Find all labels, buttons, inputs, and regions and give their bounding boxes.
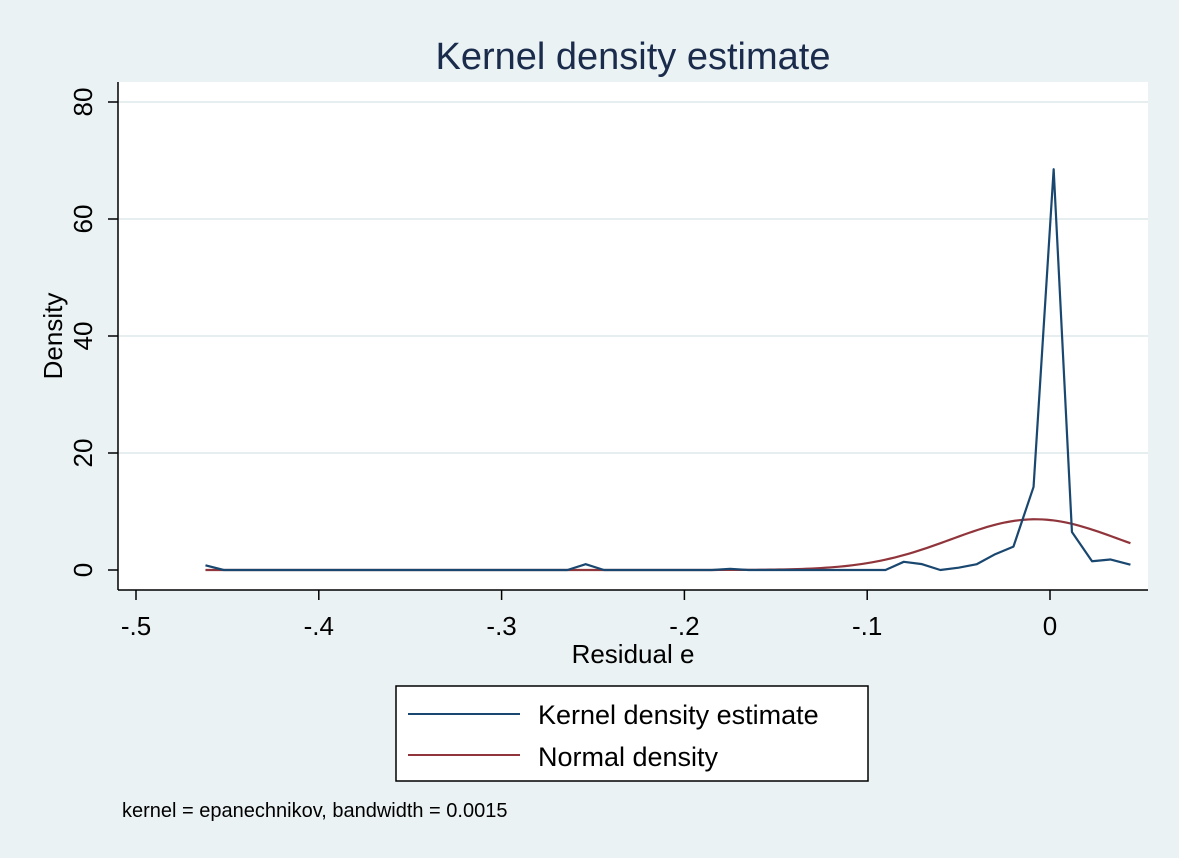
y-tick-layer: 0 20 40 60 80 — [68, 88, 118, 577]
legend-label-normal: Normal density — [538, 742, 719, 772]
y-axis-title: Density — [38, 293, 68, 380]
legend: Kernel density estimate Normal density — [395, 685, 869, 782]
chart-title: Kernel density estimate — [436, 36, 831, 78]
series-line-kernel-density — [205, 168, 1131, 572]
x-tick-label--.4: -.4 — [304, 611, 334, 641]
y-tick-label-80: 80 — [68, 88, 98, 117]
y-tick-label-0: 0 — [68, 563, 98, 577]
x-tick-label--.2: -.2 — [669, 611, 699, 641]
x-tick-label-0: 0 — [1043, 611, 1057, 641]
x-tick-layer: -.5 -.4 -.3 -.2 -.1 0 — [121, 590, 1057, 641]
grid-layer — [118, 101, 1148, 454]
y-tick-label-20: 20 — [68, 439, 98, 468]
x-tick-label--.3: -.3 — [486, 611, 516, 641]
x-tick-label--.1: -.1 — [852, 611, 882, 641]
legend-box — [395, 685, 869, 782]
series-layer — [205, 168, 1131, 572]
x-axis-title: Residual e — [572, 639, 695, 669]
chart-note: kernel = epanechnikov, bandwidth = 0.001… — [122, 800, 507, 822]
y-tick-label-60: 60 — [68, 205, 98, 234]
x-tick-label--.5: -.5 — [121, 611, 151, 641]
legend-label-kernel: Kernel density estimate — [538, 700, 819, 730]
y-tick-label-40: 40 — [68, 322, 98, 351]
